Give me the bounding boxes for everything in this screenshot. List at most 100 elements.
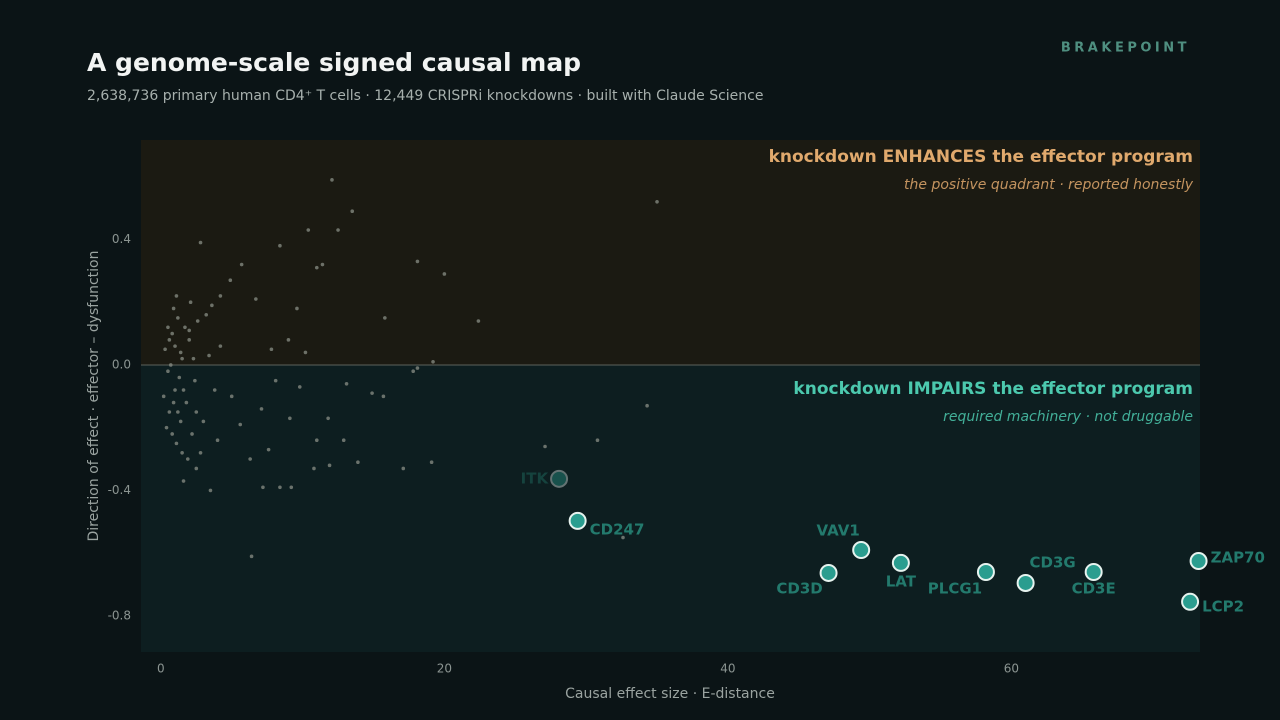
- data-point: [188, 300, 193, 304]
- data-point: [191, 356, 196, 361]
- gene-label: PLCG1: [928, 580, 982, 598]
- data-point: [178, 419, 183, 424]
- data-point: [383, 316, 387, 320]
- data-point: [181, 388, 186, 392]
- data-point: [228, 278, 233, 283]
- data-point: [184, 400, 189, 405]
- data-point: [173, 344, 177, 348]
- gene-label: CD3E: [1072, 580, 1116, 598]
- y-tick-label: 0.0: [112, 357, 131, 371]
- gene-point: [1181, 592, 1200, 611]
- chart-subtitle: 2,638,736 primary human CD4⁺ T cells · 1…: [87, 88, 763, 104]
- x-tick-label: 20: [437, 662, 452, 676]
- data-point: [218, 344, 223, 348]
- data-point: [173, 388, 177, 392]
- data-point: [303, 350, 308, 355]
- data-point: [195, 319, 200, 323]
- data-point: [183, 325, 187, 330]
- data-point: [208, 488, 213, 493]
- negative-region: [141, 364, 1200, 652]
- data-point: [288, 416, 292, 421]
- data-point: [295, 306, 299, 311]
- data-point: [415, 259, 420, 264]
- data-point: [193, 378, 197, 383]
- data-point: [178, 350, 183, 355]
- x-tick-label: 0: [157, 662, 165, 676]
- data-point: [167, 338, 172, 342]
- data-point: [297, 385, 302, 389]
- data-point: [645, 403, 649, 408]
- data-point: [212, 388, 217, 392]
- data-point: [327, 463, 332, 468]
- y-tick-label: 0.4: [112, 232, 131, 246]
- data-point: [204, 312, 209, 317]
- gene-point: [1016, 573, 1035, 592]
- gene-label: CD3D: [776, 579, 822, 597]
- data-point: [170, 331, 174, 336]
- data-point: [370, 391, 374, 395]
- data-point: [176, 410, 180, 414]
- data-point: [261, 485, 265, 490]
- annotation-note: the positive quadrant · reported honestl…: [904, 177, 1194, 193]
- data-point: [314, 438, 319, 443]
- gene-point: [1084, 563, 1103, 581]
- data-point: [218, 294, 223, 298]
- data-point: [278, 485, 282, 490]
- data-point: [181, 479, 186, 483]
- data-point: [306, 228, 311, 232]
- data-point: [476, 319, 481, 323]
- data-point: [431, 360, 435, 364]
- data-point: [312, 466, 316, 471]
- gene-label: ZAP70: [1211, 549, 1265, 567]
- data-point: [269, 347, 274, 352]
- data-point: [170, 432, 174, 436]
- y-axis-label: Direction of effect · effector – dysfunc…: [86, 251, 102, 542]
- data-point: [229, 394, 234, 399]
- data-point: [341, 438, 346, 443]
- y-tick-label: -0.4: [108, 483, 131, 497]
- data-point: [161, 394, 166, 399]
- data-point: [655, 200, 659, 204]
- data-point: [266, 447, 271, 452]
- brand: BRAKEPOINT: [1061, 41, 1190, 56]
- data-point: [326, 416, 330, 421]
- data-point: [595, 438, 600, 443]
- data-point: [249, 554, 254, 559]
- x-tick-label: 40: [720, 662, 735, 676]
- data-point: [330, 178, 334, 182]
- data-point: [177, 375, 182, 380]
- data-point: [415, 366, 420, 370]
- data-point: [411, 369, 415, 374]
- gene-label: LCP2: [1202, 597, 1244, 615]
- data-point: [168, 363, 173, 367]
- gene-point: [550, 469, 569, 488]
- data-point: [289, 485, 294, 490]
- data-point: [273, 378, 278, 383]
- data-point: [174, 441, 179, 446]
- annotation: knockdown ENHANCES the effector program: [769, 147, 1193, 167]
- gene-label: CD3G: [1030, 553, 1076, 571]
- data-point: [286, 338, 291, 342]
- gene-point: [891, 553, 910, 572]
- data-point: [201, 419, 206, 424]
- data-point: [167, 410, 172, 414]
- data-point: [344, 381, 349, 386]
- data-point: [254, 297, 258, 301]
- data-point: [198, 450, 203, 455]
- data-point: [166, 325, 170, 330]
- data-point: [180, 356, 184, 361]
- data-point: [238, 422, 243, 427]
- data-point: [401, 466, 406, 471]
- data-point: [163, 347, 167, 352]
- gene-label: VAV1: [817, 522, 860, 540]
- gene-point: [819, 563, 838, 582]
- data-point: [176, 316, 180, 320]
- data-point: [171, 400, 176, 405]
- data-point: [336, 228, 340, 232]
- data-point: [442, 272, 447, 276]
- data-point: [278, 243, 282, 248]
- gene-point: [568, 511, 587, 530]
- gene-point: [976, 563, 995, 581]
- data-point: [314, 265, 319, 270]
